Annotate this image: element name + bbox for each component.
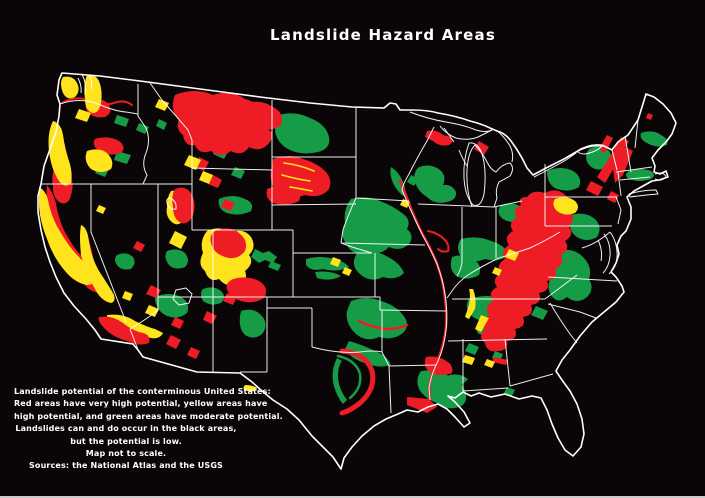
state-borders <box>41 82 653 414</box>
hazard-layer-very-high-top <box>98 187 267 345</box>
caption-line: but the potential is low. <box>70 436 182 446</box>
caption-line: Landslides can and do occur in the black… <box>15 424 237 434</box>
map-caption: Landslide potential of the conterminous … <box>14 386 283 473</box>
caption-line: Landslide potential of the conterminous … <box>14 387 271 396</box>
hazard-layer-very-high <box>46 91 653 416</box>
page-title: Landslide Hazard Areas <box>270 26 496 44</box>
caption-line: Map not to scale. <box>85 449 167 459</box>
caption-line: Red areas have very high potential, yell… <box>14 399 268 409</box>
us-outline <box>37 72 677 470</box>
lakes-and-shorelines <box>77 73 667 306</box>
page-bottom-edge <box>0 496 705 498</box>
caption-line: high potential, and green areas have mod… <box>14 411 283 421</box>
caption-line: Sources: the National Atlas and the USGS <box>29 461 223 471</box>
hazard-layer-moderate <box>95 113 668 409</box>
